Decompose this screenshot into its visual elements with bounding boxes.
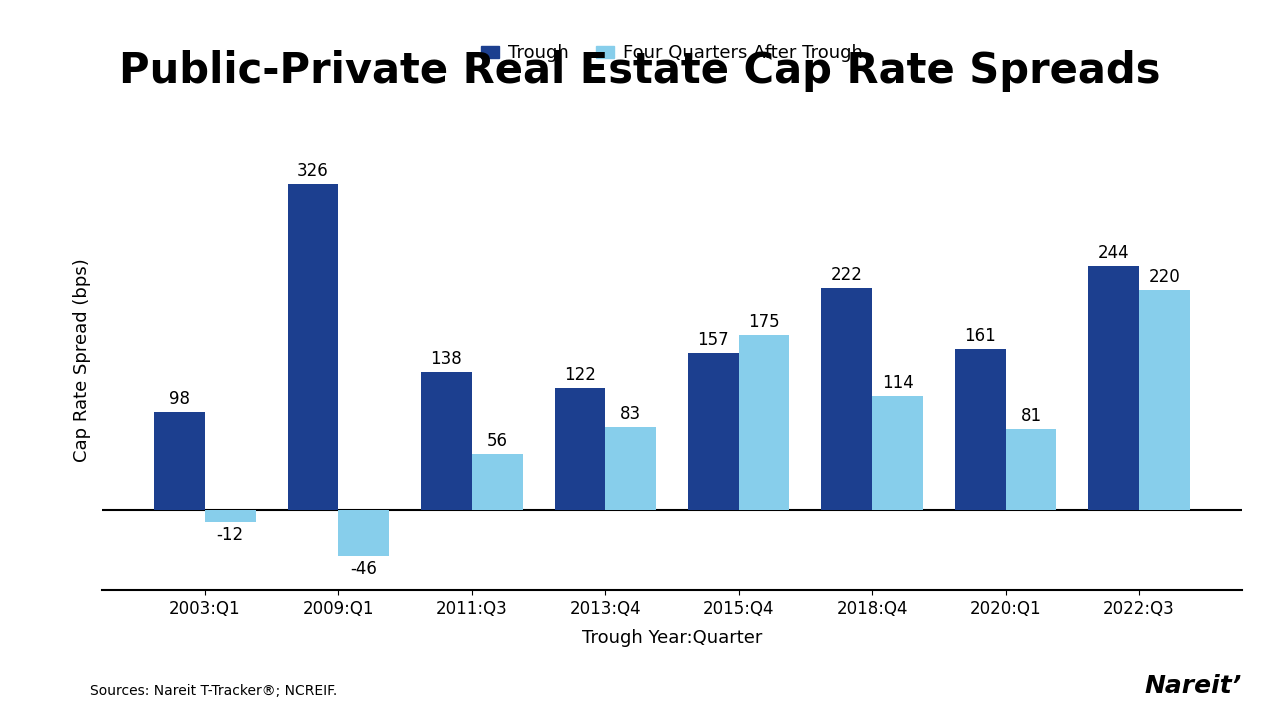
Text: 81: 81 — [1020, 407, 1042, 425]
Bar — [421, 372, 472, 510]
Bar — [205, 510, 256, 522]
Text: Nareit’: Nareit’ — [1144, 675, 1242, 698]
Text: 98: 98 — [169, 390, 189, 408]
Text: 175: 175 — [749, 313, 780, 331]
Text: 56: 56 — [486, 432, 508, 450]
Text: -12: -12 — [216, 526, 243, 544]
Bar — [1006, 429, 1056, 510]
Bar — [154, 412, 205, 510]
Bar — [338, 510, 389, 557]
Text: 244: 244 — [1098, 244, 1129, 262]
Text: -46: -46 — [351, 560, 378, 578]
Bar — [1088, 266, 1139, 510]
Bar — [955, 349, 1006, 510]
Text: 122: 122 — [564, 366, 596, 384]
Bar — [288, 184, 338, 510]
Text: 83: 83 — [620, 405, 641, 423]
Text: 326: 326 — [297, 162, 329, 180]
Text: 157: 157 — [698, 331, 730, 349]
Bar — [739, 335, 790, 510]
Bar — [822, 288, 872, 510]
Text: 161: 161 — [964, 327, 996, 345]
Bar — [554, 388, 605, 510]
Text: Public-Private Real Estate Cap Rate Spreads: Public-Private Real Estate Cap Rate Spre… — [119, 50, 1161, 92]
Bar — [472, 454, 522, 510]
Y-axis label: Cap Rate Spread (bps): Cap Rate Spread (bps) — [73, 258, 91, 462]
Text: 222: 222 — [831, 266, 863, 284]
Text: 114: 114 — [882, 374, 914, 392]
Text: Sources: Nareit T-Tracker®; NCREIF.: Sources: Nareit T-Tracker®; NCREIF. — [90, 685, 337, 698]
Bar — [1139, 290, 1190, 510]
Legend: Trough, Four Quarters After Trough: Trough, Four Quarters After Trough — [474, 37, 870, 70]
X-axis label: Trough Year:Quarter: Trough Year:Quarter — [582, 629, 762, 647]
Text: 220: 220 — [1148, 268, 1180, 286]
Bar — [689, 353, 739, 510]
Text: 138: 138 — [430, 350, 462, 368]
Bar — [605, 427, 655, 510]
Bar — [872, 396, 923, 510]
